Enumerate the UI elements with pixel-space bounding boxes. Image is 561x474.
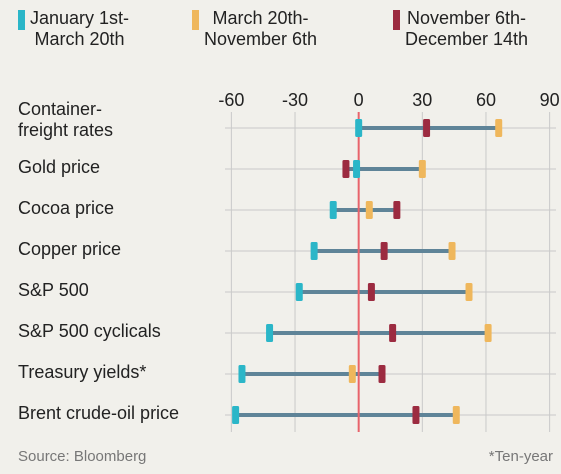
marker [365,201,373,219]
legend-swatch [18,10,25,30]
legend-swatch [192,10,199,30]
marker [378,365,386,383]
legend-label: January 1st- March 20th [30,8,130,49]
x-tick-label: 60 [475,90,496,110]
marker [355,119,363,137]
x-tick-label: 90 [539,90,560,110]
marker [310,242,318,260]
marker [353,160,361,178]
marker [495,119,503,137]
marker [266,324,274,342]
marker [367,283,375,301]
marker [465,283,473,301]
x-tick-label: 0 [353,90,364,110]
category-label: Cocoa price [18,198,115,218]
category-label: Container- freight rates [18,99,114,140]
category-label: Treasury yields* [18,362,147,382]
legend-swatch [393,10,400,30]
source: Source: Bloomberg [18,448,147,465]
category-label: S&P 500 cyclicals [18,321,161,341]
marker [418,160,426,178]
marker [389,324,397,342]
footnote: *Ten-year [488,448,553,465]
marker [342,160,350,178]
marker [412,406,420,424]
marker [348,365,356,383]
marker [380,242,388,260]
legend-label: November 6th- December 14th [405,8,529,49]
marker [452,406,460,424]
marker [448,242,456,260]
category-label: S&P 500 [18,280,89,300]
category-label: Gold price [18,157,101,177]
category-label: Brent crude-oil price [18,403,180,423]
marker [232,406,240,424]
marker [329,201,337,219]
x-tick-label: -60 [218,90,245,110]
legend-label: March 20th- November 6th [204,8,318,49]
marker [423,119,431,137]
marker [238,365,246,383]
marker [393,201,401,219]
marker [295,283,303,301]
x-tick-label: 30 [412,90,433,110]
x-tick-label: -30 [282,90,309,110]
marker [484,324,492,342]
category-label: Copper price [18,239,122,259]
